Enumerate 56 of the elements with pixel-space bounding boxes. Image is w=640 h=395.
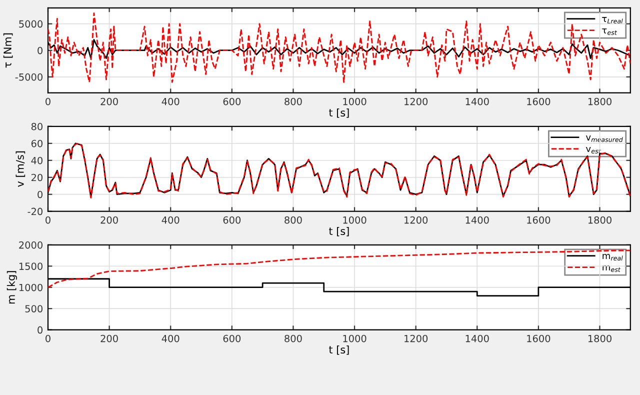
x-tick-label: 1000 — [343, 98, 366, 106]
x-tick-label: 200 — [100, 98, 118, 106]
x-tick-label: 400 — [162, 216, 180, 224]
x-tick-label: 1000 — [343, 216, 366, 224]
y-tick-label: 60 — [31, 140, 42, 148]
x-tick-label: 400 — [162, 334, 180, 342]
x-tick-label: 1400 — [466, 216, 489, 224]
x-tick-label: 1400 — [466, 334, 489, 342]
x-tick-label: 1200 — [404, 98, 428, 106]
y-tick-label: 0 — [38, 326, 42, 334]
y-tick-label: 5000 — [19, 20, 42, 28]
y-tick-label: 20 — [31, 174, 42, 182]
legend-label: τ$_{Lreal}$ — [602, 17, 623, 24]
y-tick-label: 2000 — [19, 241, 42, 249]
x-tick-label: 1600 — [527, 334, 550, 342]
legend-label: v$_{measured}$ — [586, 136, 623, 142]
x-tick-label: 1600 — [527, 98, 550, 106]
x-tick-label: 600 — [223, 216, 241, 224]
y-tick-label: 40 — [31, 156, 42, 164]
x-axis-title: t [s] — [329, 108, 349, 118]
x-tick-label: 800 — [284, 98, 302, 106]
y-tick-label: -20 — [28, 208, 42, 216]
legend-label: τ$_{est}$ — [602, 28, 618, 35]
x-tick-label: 1000 — [343, 334, 366, 342]
x-tick-label: 0 — [46, 98, 50, 106]
y-axis-title: v [m/s] — [16, 151, 26, 187]
x-tick-label: 800 — [284, 216, 302, 224]
line-series — [48, 12, 630, 83]
x-axis-title: t [s] — [329, 226, 349, 236]
y-tick-label: 0 — [38, 46, 42, 54]
y-tick-label: 500 — [25, 305, 42, 312]
x-tick-label: 1400 — [466, 98, 489, 106]
y-tick-label: -5000 — [15, 73, 42, 81]
x-tick-label: 0 — [46, 216, 50, 224]
y-tick-label: 1000 — [19, 284, 42, 292]
x-tick-label: 1200 — [404, 216, 428, 224]
y-axis-title: m [kg] — [6, 271, 18, 304]
x-tick-label: 400 — [162, 98, 180, 106]
x-tick-label: 1800 — [588, 334, 612, 342]
x-tick-label: 1200 — [404, 334, 428, 342]
line-series — [48, 250, 630, 288]
x-tick-label: 1600 — [527, 216, 550, 224]
x-tick-label: 200 — [100, 334, 118, 342]
y-tick-label: 1500 — [19, 262, 42, 270]
x-tick-label: 800 — [284, 334, 302, 342]
x-axis-title: t [s] — [329, 345, 349, 355]
y-axis-title: τ [Nm] — [3, 33, 13, 68]
x-tick-label: 200 — [100, 216, 118, 224]
y-tick-label: 0 — [38, 190, 42, 198]
x-tick-label: 600 — [223, 98, 241, 106]
x-tick-label: 600 — [223, 334, 241, 342]
x-tick-label: 0 — [46, 334, 50, 342]
legend-label: m$_{real}$ — [602, 254, 623, 261]
x-tick-label: 1800 — [588, 98, 612, 106]
x-tick-label: 1800 — [588, 216, 612, 224]
y-tick-label: 80 — [31, 122, 42, 130]
